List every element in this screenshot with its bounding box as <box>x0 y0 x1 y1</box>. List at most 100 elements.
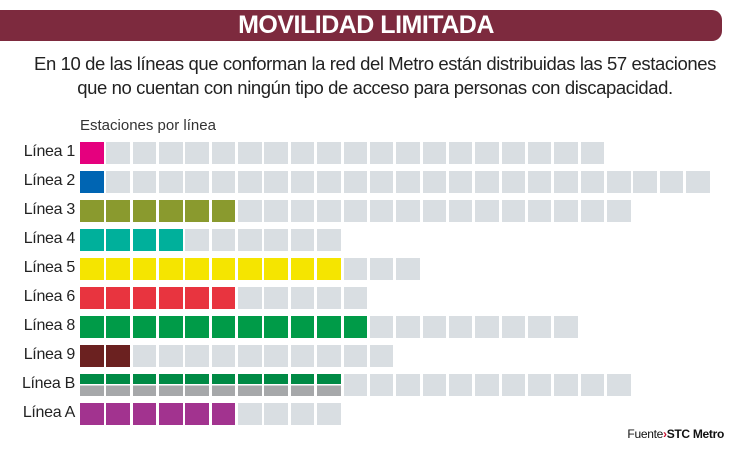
station-with-access <box>580 142 605 164</box>
station-with-access <box>343 345 367 367</box>
station-without-access <box>159 287 183 309</box>
station-without-access <box>185 258 209 280</box>
station-with-access <box>448 171 473 193</box>
station-with-access <box>290 200 315 222</box>
station-with-access <box>554 316 578 338</box>
station-with-access <box>238 142 262 164</box>
station-without-access <box>132 258 157 280</box>
station-with-access <box>185 345 209 367</box>
row-label: Línea 2 <box>23 172 76 189</box>
station-with-access <box>343 171 367 193</box>
station-without-access <box>106 229 130 251</box>
station-without-access <box>211 316 236 338</box>
station-without-access <box>80 345 104 367</box>
station-with-access <box>185 229 209 251</box>
station-without-access <box>185 200 209 222</box>
row-label: Línea A <box>22 404 75 421</box>
station-with-access <box>343 142 367 164</box>
station-with-access <box>132 171 157 193</box>
station-with-access <box>369 374 394 396</box>
station-without-access <box>80 229 104 251</box>
station-without-access <box>132 287 157 309</box>
station-with-access <box>264 287 288 309</box>
source-credit: Fuente›STC Metro <box>627 427 724 441</box>
station-with-access <box>527 142 552 164</box>
station-with-access <box>211 345 236 367</box>
station-with-access <box>422 142 447 164</box>
station-with-access <box>132 142 157 164</box>
station-with-access <box>159 171 183 193</box>
row-label: Línea B <box>21 375 75 392</box>
station-with-access <box>238 229 262 251</box>
station-with-access <box>422 316 447 338</box>
station-without-access <box>106 200 130 222</box>
station-with-access <box>343 374 367 396</box>
station-without-access <box>132 200 157 222</box>
station-with-access <box>607 374 631 396</box>
station-without-access <box>290 316 315 338</box>
station-without-access <box>159 316 183 338</box>
station-with-access <box>554 374 578 396</box>
station-with-access <box>317 345 341 367</box>
station-with-access <box>475 316 499 338</box>
station-without-access <box>317 316 341 338</box>
station-without-access <box>132 229 157 251</box>
station-with-access <box>659 171 684 193</box>
station-without-access <box>238 374 262 396</box>
source-arrow-icon: › <box>662 427 667 441</box>
station-with-access <box>475 200 499 222</box>
station-with-access <box>264 403 288 425</box>
station-without-access <box>264 374 288 396</box>
station-with-access <box>264 229 288 251</box>
station-without-access <box>211 403 236 425</box>
station-with-access <box>686 171 710 193</box>
row-label: Línea 1 <box>23 143 76 160</box>
station-with-access <box>369 171 394 193</box>
station-with-access <box>448 374 473 396</box>
station-without-access <box>80 258 104 280</box>
station-with-access <box>396 316 420 338</box>
row-label: Línea 4 <box>23 230 76 247</box>
station-with-access <box>501 171 526 193</box>
station-without-access <box>264 316 288 338</box>
station-with-access <box>211 142 236 164</box>
station-without-access <box>159 258 183 280</box>
station-with-access <box>607 200 631 222</box>
station-without-access <box>132 374 157 396</box>
station-without-access <box>264 258 288 280</box>
station-with-access <box>396 200 420 222</box>
station-with-access <box>554 200 578 222</box>
station-with-access <box>527 171 552 193</box>
station-with-access <box>501 142 526 164</box>
station-with-access <box>369 345 394 367</box>
station-without-access <box>211 374 236 396</box>
station-with-access <box>475 171 499 193</box>
station-with-access <box>106 171 130 193</box>
station-with-access <box>185 171 209 193</box>
station-without-access <box>317 258 341 280</box>
station-with-access <box>422 171 447 193</box>
station-with-access <box>264 142 288 164</box>
station-with-access <box>238 287 262 309</box>
station-with-access <box>633 171 657 193</box>
station-without-access <box>290 374 315 396</box>
station-with-access <box>238 403 262 425</box>
station-with-access <box>290 142 315 164</box>
station-with-access <box>475 374 499 396</box>
station-with-access <box>290 345 315 367</box>
station-without-access <box>80 287 104 309</box>
station-without-access <box>343 316 367 338</box>
station-without-access <box>106 403 130 425</box>
station-without-access <box>106 258 130 280</box>
title-bar <box>0 10 722 41</box>
station-without-access <box>106 374 130 396</box>
station-without-access <box>211 258 236 280</box>
source-name: STC Metro <box>666 427 725 441</box>
station-with-access <box>527 374 552 396</box>
station-with-access <box>343 258 367 280</box>
station-with-access <box>317 200 341 222</box>
station-with-access <box>343 287 367 309</box>
row-label: Línea 8 <box>23 317 76 334</box>
station-with-access <box>527 316 552 338</box>
